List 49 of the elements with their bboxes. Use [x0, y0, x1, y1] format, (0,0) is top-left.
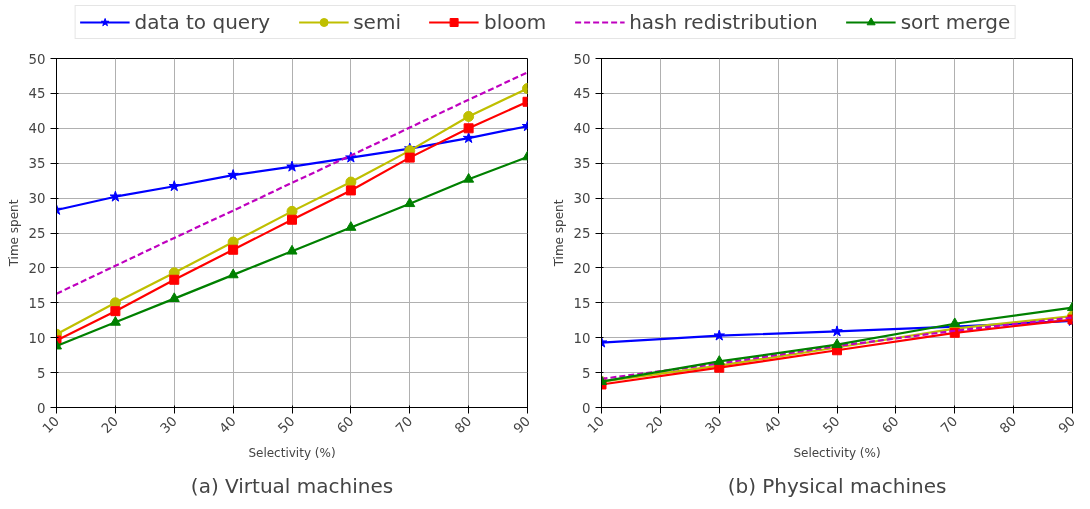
legend-label: data to query — [134, 10, 271, 34]
text: (b) Physical machines — [727, 473, 947, 498]
y-tick-label: 45 — [573, 86, 591, 102]
y-tick-label: 5 — [37, 365, 46, 381]
y-tick-label: 40 — [573, 121, 591, 137]
x-axis-title: Selectivity (%) — [248, 445, 336, 460]
x-tick-label: 50 — [275, 413, 298, 437]
x-tick-label: 30 — [702, 413, 725, 437]
x-tick-label: 80 — [451, 413, 475, 437]
legend-label: bloom — [483, 10, 547, 34]
x-tick-label: 50 — [820, 413, 843, 437]
x-tick-label: 20 — [643, 413, 667, 437]
y-tick-label: 45 — [28, 86, 46, 102]
y-tick-label: 5 — [582, 365, 591, 381]
y-axis-title: Time spent — [6, 199, 21, 268]
x-tick-label: 30 — [157, 413, 180, 437]
x-axis-title: Selectivity (%) — [793, 445, 881, 460]
y-tick-label: 35 — [573, 156, 591, 172]
y-tick-label: 25 — [28, 226, 46, 241]
legend-label: hash redistribution — [629, 10, 818, 34]
y-tick-label: 10 — [28, 330, 46, 346]
x-tick-label: 80 — [996, 413, 1020, 437]
x-tick-label: 90 — [1055, 413, 1079, 437]
y-tick-label: 15 — [573, 295, 591, 311]
y-axis-title: Time spent — [551, 199, 566, 268]
y-tick-label: 20 — [573, 260, 591, 276]
x-tick-label: 60 — [333, 413, 357, 437]
legend-label: sort merge — [900, 10, 1011, 34]
x-tick-label: 70 — [392, 413, 416, 437]
y-tick-label: 0 — [37, 400, 46, 416]
y-tick-label: 50 — [573, 51, 591, 67]
y-tick-label: 15 — [28, 295, 46, 311]
x-tick-label: 20 — [98, 413, 122, 437]
y-tick-label: 50 — [28, 51, 46, 67]
legend-label: semi — [353, 10, 401, 34]
y-tick-label: 20 — [28, 260, 46, 276]
y-tick-label: 30 — [573, 191, 591, 207]
x-tick-label: 90 — [510, 413, 534, 437]
y-tick-label: 10 — [573, 330, 591, 346]
y-tick-label: 30 — [28, 191, 46, 207]
text: (a) Virtual machines — [190, 473, 394, 498]
x-tick-label: 70 — [937, 413, 961, 437]
y-tick-label: 0 — [582, 400, 591, 416]
y-tick-label: 35 — [28, 156, 46, 172]
x-tick-label: 40 — [216, 413, 239, 437]
y-tick-label: 40 — [28, 121, 46, 137]
x-tick-label: 40 — [761, 413, 784, 437]
y-tick-label: 25 — [573, 226, 591, 241]
x-tick-label: 60 — [878, 413, 902, 437]
